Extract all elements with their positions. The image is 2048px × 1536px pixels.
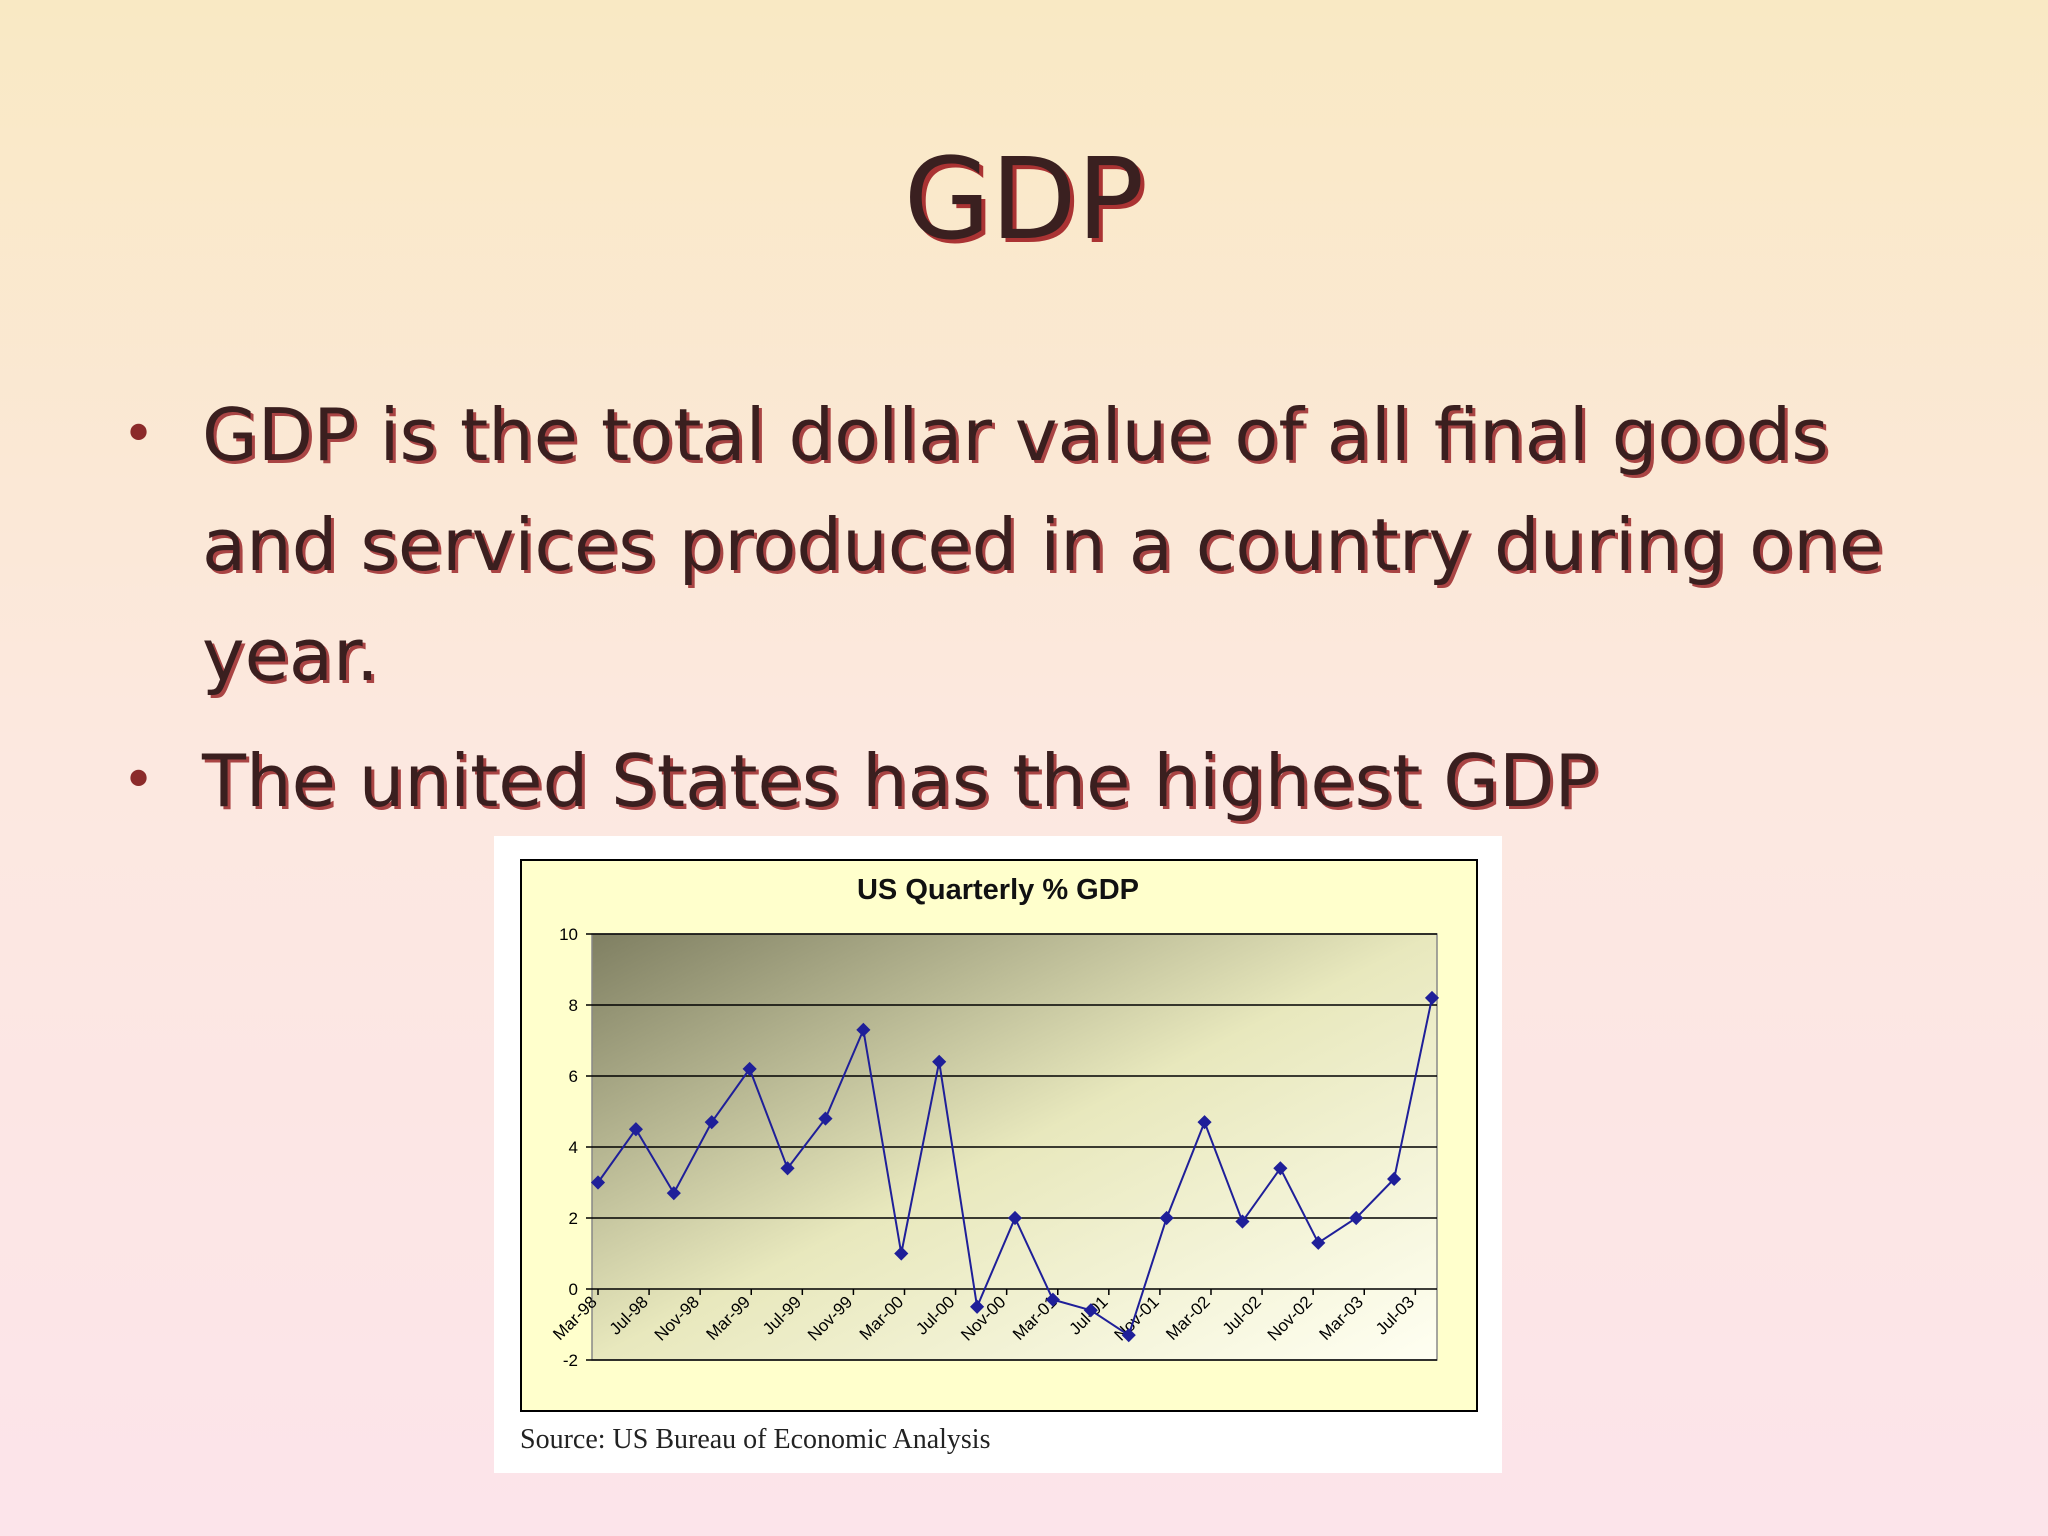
data-point xyxy=(856,1022,871,1037)
y-tick-label: 6 xyxy=(569,1067,578,1086)
data-point xyxy=(590,1175,606,1190)
data-point xyxy=(1121,1328,1136,1343)
data-point xyxy=(970,1299,985,1314)
source-note: Source: US Bureau of Economic Analysis xyxy=(520,1424,990,1455)
y-tick-label: 8 xyxy=(569,996,578,1015)
data-point xyxy=(1424,990,1440,1005)
bullet: GDP is the total dollar value of all fin… xyxy=(122,380,1942,710)
data-point xyxy=(1007,1210,1023,1226)
slide-title: GDP xyxy=(903,135,1145,265)
chart: US Quarterly % GDP Source: US Bureau of … xyxy=(494,836,1502,1473)
chart-title: US Quarterly % GDP xyxy=(857,874,1139,906)
y-tick-label: 2 xyxy=(569,1209,578,1228)
y-tick-label: 10 xyxy=(559,925,578,944)
data-point xyxy=(894,1246,909,1261)
data-point xyxy=(1311,1235,1326,1250)
data-point xyxy=(1159,1210,1174,1226)
y-tick-label: 0 xyxy=(569,1280,578,1299)
bullet-list: GDP is the total dollar value of all fin… xyxy=(122,380,1942,852)
y-tick-label: 4 xyxy=(569,1138,578,1157)
data-point xyxy=(628,1122,643,1137)
y-tick-label: -2 xyxy=(563,1351,578,1370)
data-point xyxy=(666,1186,681,1201)
bullet: The united States has the highest GDP xyxy=(122,726,1942,836)
